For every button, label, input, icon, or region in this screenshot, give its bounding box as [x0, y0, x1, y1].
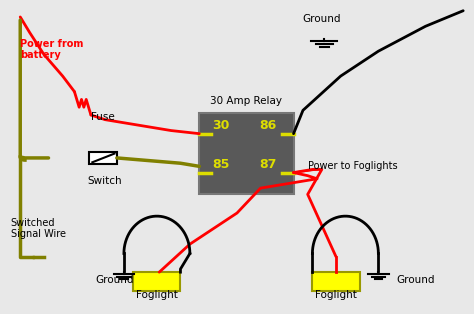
- Text: Switch: Switch: [88, 176, 122, 186]
- Text: Ground: Ground: [397, 275, 435, 285]
- Text: 30 Amp Relay: 30 Amp Relay: [210, 96, 283, 106]
- Text: Power to Foglights: Power to Foglights: [308, 161, 397, 171]
- Text: Power from
battery: Power from battery: [20, 39, 83, 60]
- Bar: [133, 272, 181, 291]
- Text: Ground: Ground: [302, 14, 341, 24]
- Bar: [89, 152, 117, 164]
- Text: Switched
Signal Wire: Switched Signal Wire: [11, 218, 66, 239]
- Text: 85: 85: [212, 158, 229, 171]
- Text: Foglight: Foglight: [315, 290, 357, 300]
- Text: Foglight: Foglight: [136, 290, 178, 300]
- Text: 86: 86: [259, 119, 276, 132]
- Text: 30: 30: [212, 119, 229, 132]
- Bar: [199, 113, 293, 194]
- Text: Fuse: Fuse: [91, 111, 115, 122]
- Bar: [312, 272, 359, 291]
- Text: Ground: Ground: [95, 275, 134, 285]
- Text: 87: 87: [259, 158, 276, 171]
